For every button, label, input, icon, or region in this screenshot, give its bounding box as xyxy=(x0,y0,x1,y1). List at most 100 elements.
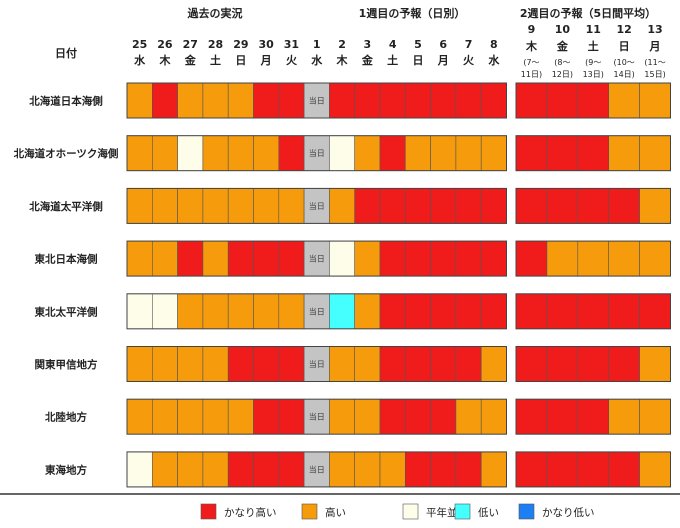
heatmap-cell-かなり高い xyxy=(227,240,254,277)
heatmap-cell-かなり高い xyxy=(278,240,305,277)
legend-label: 低い xyxy=(478,506,499,519)
heatmap-cell-高い xyxy=(126,240,153,277)
heatmap-cell-かなり高い xyxy=(480,240,507,277)
heatmap-cell-高い xyxy=(152,451,178,488)
week2-cell-高い xyxy=(639,82,671,119)
legend-label: 高い xyxy=(325,506,346,519)
week2-cell-高い xyxy=(577,240,609,277)
heatmap-cell-高い xyxy=(379,451,406,488)
heatmap-cell-かなり高い xyxy=(404,451,431,488)
column-day-label: 1 xyxy=(313,38,321,51)
heatmap-cell-高い xyxy=(329,188,355,224)
heatmap-cell-かなり高い xyxy=(379,346,406,382)
column-day-label: 8 xyxy=(490,38,498,51)
week2-cell-かなり高い xyxy=(577,188,609,224)
heatmap-cell-かなり高い xyxy=(379,135,406,171)
legend-swatch xyxy=(518,503,535,520)
weekly-row-border xyxy=(515,135,671,172)
heatmap-cell-高い xyxy=(202,188,229,224)
heatmap-cell-高い xyxy=(354,293,381,330)
heatmap-cell-高い xyxy=(177,398,204,435)
column-day-label: 2 xyxy=(338,38,346,51)
heatmap-cell-かなり高い xyxy=(278,82,305,119)
column-weekday-label: 金 xyxy=(361,53,374,67)
heatmap-cell-かなり高い xyxy=(379,82,406,119)
week2-range-end: 13日) xyxy=(583,70,604,79)
week2-cell-高い xyxy=(608,135,640,171)
week2-cell-かなり高い xyxy=(577,82,609,119)
heatmap-cell-高い xyxy=(329,346,355,382)
week2-cell-かなり高い xyxy=(577,346,609,382)
today-cell-label: 当日 xyxy=(309,201,325,211)
week2-cell-かなり高い xyxy=(546,82,579,119)
week2-cell-かなり高い xyxy=(515,346,548,382)
region-label: 関東甲信地方 xyxy=(35,358,98,371)
week2-cell-高い xyxy=(639,398,671,435)
heatmap-cell-かなり高い xyxy=(430,188,457,224)
heatmap-cell-かなり高い xyxy=(455,293,482,330)
daily-row-border xyxy=(126,187,507,224)
legend-label: かなり低い xyxy=(542,506,595,519)
column-day-label: 7 xyxy=(465,38,473,51)
heatmap-cell-かなり高い xyxy=(379,293,406,330)
week2-day-label: 12 xyxy=(616,23,631,36)
heatmap-cell-かなり高い xyxy=(404,293,431,330)
heatmap-cell-高い xyxy=(354,135,381,171)
week2-range-end: 11日) xyxy=(521,70,542,79)
week2-range-start: (9～ xyxy=(585,58,601,67)
heatmap-cell-かなり高い xyxy=(404,240,431,277)
heatmap-cell-かなり高い xyxy=(152,82,178,119)
daily-row-border xyxy=(126,240,507,277)
legend-label: 平年並 xyxy=(426,506,458,519)
heatmap-cell-かなり高い xyxy=(253,240,280,277)
heatmap-cell-低い xyxy=(329,293,355,330)
week2-day-label: 13 xyxy=(647,23,662,36)
week2-range-end: 15日) xyxy=(644,70,665,79)
legend-label: かなり高い xyxy=(224,506,277,519)
heatmap-cell-高い xyxy=(227,135,254,171)
daily-row-border xyxy=(126,346,507,382)
column-weekday-label: 火 xyxy=(463,54,475,67)
heatmap-cell-高い xyxy=(354,240,381,277)
week2-cell-かなり高い xyxy=(546,398,579,435)
column-day-label: 25 xyxy=(132,38,147,51)
heatmap-cell-平年並 xyxy=(152,293,178,330)
section-header-week2: 2週目の予報（5日間平均） xyxy=(520,6,656,20)
week2-cell-かなり高い xyxy=(546,293,579,330)
heatmap-cell-かなり高い xyxy=(430,451,457,488)
heatmap-cell-平年並 xyxy=(329,240,355,277)
column-weekday-label: 水 xyxy=(134,53,146,67)
week2-cell-かなり高い xyxy=(608,451,640,488)
week2-cell-かなり高い xyxy=(546,451,579,488)
heatmap-cell-かなり高い xyxy=(253,82,280,119)
week2-cell-高い xyxy=(639,240,671,277)
daily-row-border xyxy=(126,398,507,435)
heatmap-cell-高い xyxy=(177,82,204,119)
week2-range-end: 14日) xyxy=(613,70,634,79)
row-header-label: 日付 xyxy=(55,46,77,60)
column-weekday-label: 火 xyxy=(286,54,298,67)
column-weekday-label: 木 xyxy=(158,53,171,67)
heatmap-cell-かなり高い xyxy=(404,82,431,119)
weekly-row-border xyxy=(515,346,671,382)
week2-day-label: 10 xyxy=(555,23,571,36)
heatmap-cell-平年並 xyxy=(126,293,153,330)
week2-day-label: 11 xyxy=(586,23,601,36)
today-cell-label: 当日 xyxy=(309,359,325,369)
heatmap-cell-かなり高い xyxy=(480,293,507,330)
column-weekday-label: 木 xyxy=(336,53,349,67)
week2-cell-かなり高い xyxy=(577,451,609,488)
week2-cell-高い xyxy=(546,240,579,277)
column-day-label: 26 xyxy=(157,38,173,51)
week2-range-start: (10～ xyxy=(613,58,634,67)
heatmap-cell-かなり高い xyxy=(404,188,431,224)
heatmap-cell-かなり高い xyxy=(227,451,254,488)
heatmap-cell-平年並 xyxy=(329,135,355,171)
legend-swatch xyxy=(454,503,471,520)
heatmap-cell-高い xyxy=(202,82,229,119)
section-header-past: 過去の実況 xyxy=(187,6,243,20)
heatmap-cell-かなり高い xyxy=(455,346,482,382)
heatmap-cell-高い xyxy=(480,135,507,171)
heatmap-cell-かなり高い xyxy=(278,451,305,488)
heatmap-cell-かなり高い xyxy=(227,346,254,382)
